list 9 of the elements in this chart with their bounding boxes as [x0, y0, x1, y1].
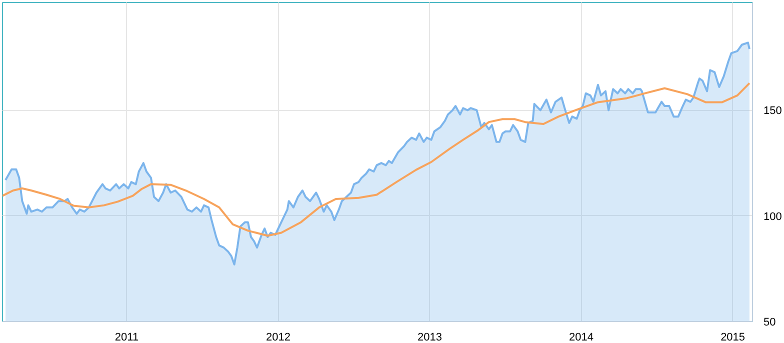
y-tick-label: 50	[764, 316, 776, 328]
x-tick-label: 2015	[720, 332, 746, 343]
y-tick-label: 150	[764, 105, 782, 118]
y-tick-label: 100	[764, 210, 782, 223]
x-tick-label: 2014	[569, 332, 594, 343]
x-tick-label: 2012	[266, 332, 291, 343]
line-series	[2, 82, 750, 237]
x-tick-label: 2013	[418, 332, 442, 343]
x-tick-label: 2011	[114, 332, 139, 343]
